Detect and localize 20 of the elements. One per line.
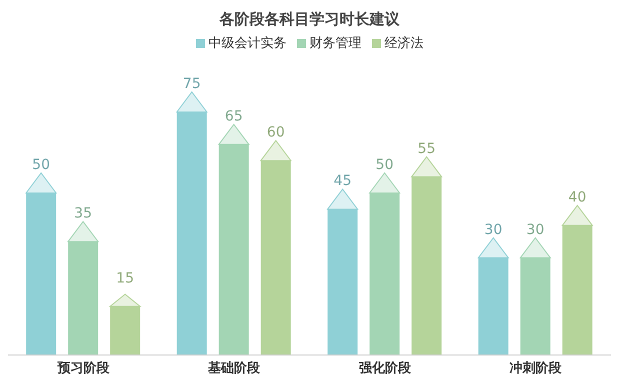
- x-tick-label: 强化阶段: [358, 361, 412, 376]
- data-label: 15: [116, 270, 134, 286]
- data-label: 75: [182, 76, 201, 92]
- legend-label: 财务管理: [310, 35, 362, 52]
- legend-label: 经济法: [384, 35, 424, 52]
- data-label: 50: [376, 157, 394, 173]
- data-label: 65: [224, 108, 243, 124]
- data-label: 40: [568, 189, 586, 206]
- data-label: 50: [32, 157, 50, 173]
- data-label: 60: [266, 124, 285, 141]
- data-label: 30: [484, 222, 502, 238]
- legend-label: 中级会计实务: [208, 35, 286, 52]
- data-label: 35: [74, 206, 92, 222]
- x-tick-label: 预习阶段: [56, 361, 110, 376]
- data-label: 55: [418, 140, 436, 157]
- data-label: 30: [526, 222, 544, 238]
- data-label: 45: [334, 173, 352, 190]
- x-tick-label: 基础阶段: [207, 361, 262, 376]
- chart-title: 各阶段各科目学习时长建议: [218, 9, 400, 30]
- x-tick-label: 冲刺阶段: [510, 361, 563, 376]
